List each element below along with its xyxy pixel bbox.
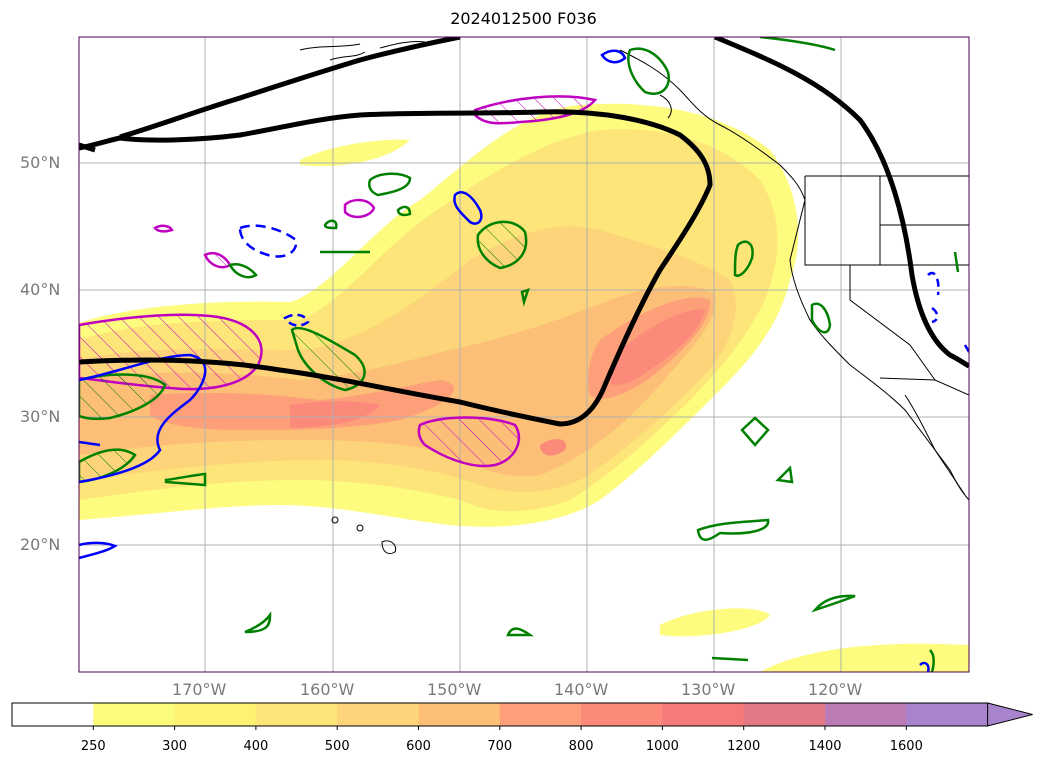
green-s-1 — [696, 518, 770, 541]
map-title: 2024012500 F036 — [450, 9, 597, 28]
colorbar — [11, 702, 1033, 730]
lon-label-130: 130°W — [681, 680, 736, 699]
hawaii-1 — [331, 516, 339, 524]
lat-label-20: 20°N — [20, 535, 61, 554]
colorbar-tick-label: 1000 — [645, 739, 679, 754]
black-contours — [79, 37, 969, 427]
baja — [904, 394, 966, 496]
black-trough — [79, 109, 713, 427]
blue-s-1 — [919, 661, 930, 672]
lat-label-30: 30°N — [20, 407, 61, 426]
mexico-border — [879, 377, 969, 396]
green-west-1 — [79, 373, 167, 421]
green-n-1 — [368, 172, 412, 197]
green-bc-2 — [759, 37, 836, 52]
ivt-shade-700b — [610, 309, 705, 386]
lon-label-160: 160°W — [300, 680, 355, 699]
green-s-2 — [811, 594, 856, 613]
black-east — [714, 37, 969, 369]
green-w-4 — [520, 288, 530, 307]
colorbar-tick-label: 1200 — [727, 739, 761, 754]
ivt-shade-250-small — [660, 608, 770, 637]
lat-label-50: 50°N — [20, 153, 61, 172]
black-north — [119, 37, 461, 140]
colorbar-segment — [12, 703, 94, 726]
ivt-filled-contours — [79, 103, 969, 672]
green-c-3 — [740, 416, 770, 447]
colorbar-tick-label: 400 — [243, 739, 269, 754]
magenta-small1 — [343, 198, 376, 219]
green-c-4 — [775, 465, 794, 484]
lon-label-120: 120°W — [808, 680, 863, 699]
colorbar-segment — [499, 703, 582, 726]
ivt-shade-700 — [290, 401, 380, 428]
colorbar-tick-label: 1600 — [889, 739, 923, 754]
colorbar-segment — [825, 703, 907, 726]
magenta-blob-center — [417, 416, 521, 468]
lon-label-170: 170°W — [172, 680, 227, 699]
blue-n-1 — [453, 191, 483, 225]
colorbar-segment — [174, 703, 257, 726]
colorbar-tick-label: 500 — [324, 739, 350, 754]
green-n-5 — [228, 263, 258, 279]
blue-west-3 — [79, 541, 118, 560]
blue-dash-2 — [283, 313, 310, 327]
ivt-shade-700c — [540, 438, 566, 456]
green-bc-1 — [627, 47, 671, 95]
colorbar-segment — [581, 703, 663, 726]
colorbar-tick-label: 800 — [568, 739, 594, 754]
blue-e-2 — [963, 344, 969, 353]
us-west-coast — [789, 199, 969, 501]
black-west-stub — [79, 142, 96, 153]
green-n-3 — [323, 219, 338, 230]
blue-west-2 — [79, 440, 101, 447]
colorbar-tick-label: 300 — [162, 739, 188, 754]
colorbar-segment — [418, 703, 501, 726]
colorbar-tick-label: 1400 — [808, 739, 842, 754]
green-c-2 — [810, 302, 832, 334]
blue-dash-1 — [238, 224, 298, 258]
ivt-shade-250-north — [300, 139, 410, 167]
green-w-3 — [164, 472, 207, 487]
bc-coast — [619, 49, 806, 201]
green-s-3 — [244, 611, 272, 634]
colorbar-tick-label: 700 — [487, 739, 513, 754]
green-mid-1 — [290, 326, 366, 392]
alaska-islands — [299, 41, 426, 61]
green-c-1 — [733, 240, 754, 277]
lon-label-140: 140°W — [554, 680, 609, 699]
magenta-small3 — [153, 224, 174, 233]
gridlines — [79, 37, 969, 672]
green-s-5 — [711, 656, 749, 662]
colorbar-tick-label: 600 — [406, 739, 431, 754]
colorbar-segment — [337, 703, 419, 726]
lat-label-40: 40°N — [20, 280, 61, 299]
ivt-shade-250-south — [760, 643, 969, 672]
blue-e-1 — [927, 271, 940, 324]
green-mid-2 — [476, 220, 528, 270]
hawaii-2 — [356, 524, 364, 532]
green-s-4 — [506, 627, 534, 637]
colorbar-tick-label: 250 — [80, 739, 106, 754]
blue-bc-1 — [600, 49, 627, 64]
hawaii-big — [381, 540, 397, 555]
colorbar-extend-arrow — [987, 702, 1033, 727]
colorbar-segment — [906, 703, 989, 726]
green-se-1 — [929, 649, 935, 672]
green-e-1 — [953, 251, 960, 273]
colorbar-segment — [743, 703, 826, 726]
colorbar-segment — [255, 703, 338, 726]
green-n-2 — [396, 205, 412, 217]
us-states — [804, 176, 969, 381]
haida — [659, 94, 672, 119]
green-contours — [79, 37, 960, 672]
colorbar-segment — [93, 703, 176, 726]
colorbar-segment — [662, 703, 745, 726]
lon-label-150: 150°W — [427, 680, 482, 699]
map-border — [78, 36, 970, 673]
